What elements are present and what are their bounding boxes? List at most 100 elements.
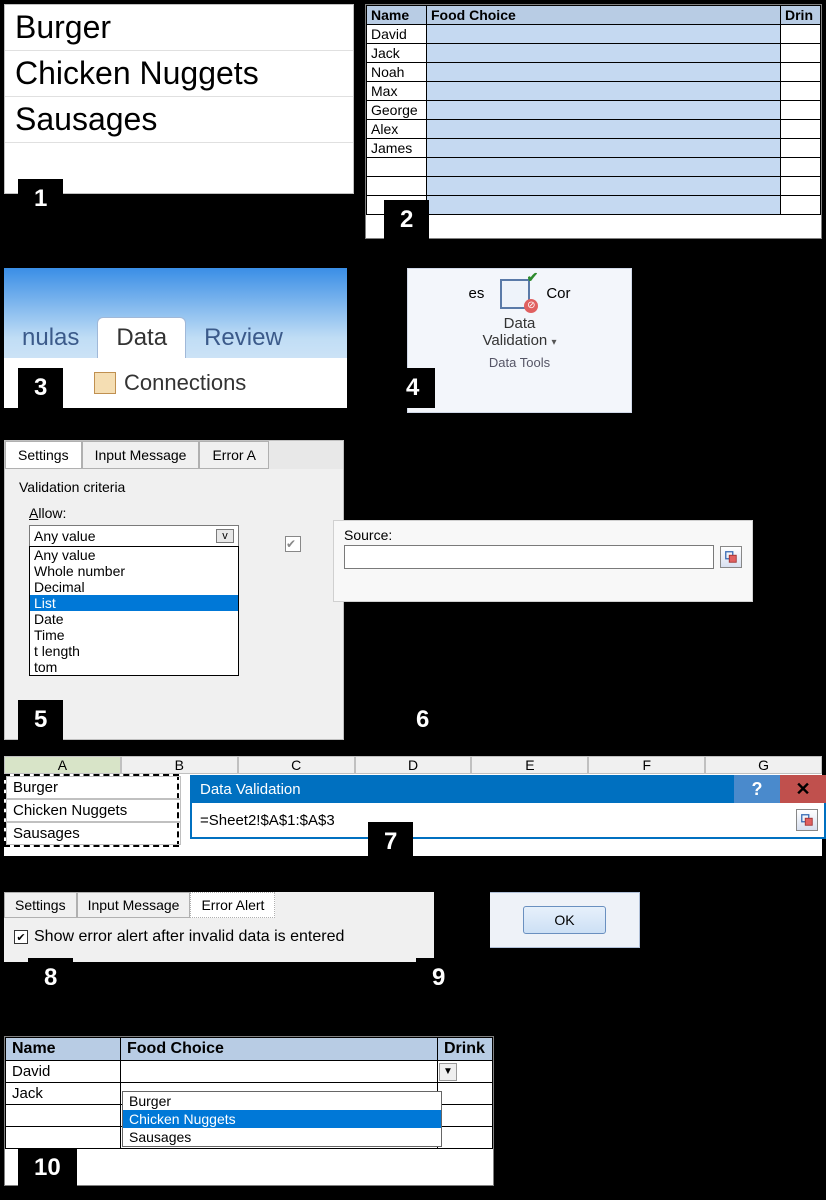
checkbox-ignore-blank[interactable] xyxy=(285,536,301,552)
option-custom[interactable]: tom xyxy=(30,659,238,675)
option-time[interactable]: Time xyxy=(30,627,238,643)
col-drink[interactable]: Drink xyxy=(438,1038,493,1061)
tab-input-message[interactable]: Input Message xyxy=(82,441,200,469)
cell-food[interactable] xyxy=(427,158,781,177)
col-name[interactable]: Name xyxy=(6,1038,121,1061)
chevron-down-icon[interactable]: v xyxy=(216,529,234,543)
cell-drink[interactable] xyxy=(781,82,821,101)
data-validation-icon[interactable]: ⊘ xyxy=(494,275,536,311)
cell-food[interactable] xyxy=(427,63,781,82)
col-name[interactable]: Name xyxy=(367,6,427,25)
option-whole-number[interactable]: Whole number xyxy=(30,563,238,579)
cell[interactable]: Chicken Nuggets xyxy=(6,799,181,822)
col-g[interactable]: G xyxy=(705,756,822,774)
option-burger[interactable]: Burger xyxy=(123,1092,441,1110)
tab-error-alert[interactable]: Error A xyxy=(199,441,269,469)
cell-drink[interactable] xyxy=(781,25,821,44)
cell-name[interactable]: David xyxy=(367,25,427,44)
formula-input[interactable] xyxy=(198,811,796,830)
chevron-down-icon[interactable]: ▾ xyxy=(551,337,556,348)
col-e[interactable]: E xyxy=(471,756,588,774)
panel-error-alert-tab: Settings Input Message Error Alert ✔ Sho… xyxy=(4,892,434,962)
cell-drink[interactable] xyxy=(781,196,821,215)
tab-settings[interactable]: Settings xyxy=(4,892,77,918)
tab-data[interactable]: Data xyxy=(97,317,186,358)
col-food[interactable]: Food Choice xyxy=(121,1038,438,1061)
cell-food[interactable] xyxy=(427,101,781,120)
range-select-button[interactable] xyxy=(720,546,742,568)
cell-name[interactable] xyxy=(367,158,427,177)
cell-drink[interactable] xyxy=(781,63,821,82)
step-label-1: 1 xyxy=(18,179,63,219)
tab-review[interactable]: Review xyxy=(186,318,301,358)
option-date[interactable]: Date xyxy=(30,611,238,627)
cell-food[interactable] xyxy=(427,44,781,63)
close-button[interactable]: ✕ xyxy=(780,775,826,803)
option-text-length[interactable]: t length xyxy=(30,643,238,659)
col-food[interactable]: Food Choice xyxy=(427,6,781,25)
cell-food-active[interactable]: ▼ xyxy=(121,1061,438,1083)
cell-food[interactable] xyxy=(427,82,781,101)
source-input[interactable] xyxy=(344,545,714,569)
cell[interactable] xyxy=(6,1127,121,1149)
option-chicken-nuggets[interactable]: Chicken Nuggets xyxy=(123,1110,441,1128)
allow-select[interactable]: Any value v xyxy=(29,525,239,547)
cell[interactable]: Sausages xyxy=(6,822,181,845)
cell[interactable]: Burger xyxy=(6,776,181,799)
cell-name[interactable]: James xyxy=(367,139,427,158)
checkbox-show-error[interactable]: ✔ xyxy=(14,930,28,944)
tab-formulas[interactable]: nulas xyxy=(4,318,97,358)
cell-name[interactable]: Jack xyxy=(6,1083,121,1105)
cell-name[interactable]: Noah xyxy=(367,63,427,82)
dropdown-arrow-icon[interactable]: ▼ xyxy=(439,1063,457,1081)
cell-food[interactable] xyxy=(427,139,781,158)
dialog-titlebar[interactable]: Data Validation ? ✕ xyxy=(190,775,826,803)
help-button[interactable]: ? xyxy=(734,775,780,803)
ok-button[interactable]: OK xyxy=(523,906,605,934)
cell-name[interactable]: Jack xyxy=(367,44,427,63)
dv-label-line2: Validation xyxy=(483,332,548,349)
option-any-value[interactable]: Any value xyxy=(30,547,238,563)
cell[interactable] xyxy=(438,1105,493,1127)
col-f[interactable]: F xyxy=(588,756,705,774)
panel-ok-button: OK xyxy=(490,892,640,948)
cell-drink[interactable] xyxy=(781,177,821,196)
allow-listbox[interactable]: Any value Whole number Decimal List Date… xyxy=(29,546,239,676)
cell-name[interactable] xyxy=(367,177,427,196)
data-validation-collapsed: Data Validation ? ✕ xyxy=(190,775,826,841)
data-validation-button[interactable]: Data Validation ▾ xyxy=(408,315,631,349)
cell-drink[interactable] xyxy=(781,120,821,139)
option-sausages[interactable]: Sausages xyxy=(123,1128,441,1146)
tab-settings[interactable]: Settings xyxy=(5,441,82,469)
panel-source-input: Source: xyxy=(333,520,753,602)
col-b[interactable]: B xyxy=(121,756,238,774)
cell-drink[interactable] xyxy=(781,44,821,63)
cell-food[interactable] xyxy=(427,177,781,196)
cell-name[interactable]: Alex xyxy=(367,120,427,139)
col-a[interactable]: A xyxy=(4,756,121,774)
cell-drink[interactable] xyxy=(781,101,821,120)
cell-food[interactable] xyxy=(427,25,781,44)
cell[interactable] xyxy=(6,1105,121,1127)
cell-drink[interactable] xyxy=(781,158,821,177)
cell-name[interactable]: Max xyxy=(367,82,427,101)
allow-label: Allow: xyxy=(29,505,329,521)
cell-food[interactable] xyxy=(427,120,781,139)
cell-name[interactable]: George xyxy=(367,101,427,120)
cell-food[interactable] xyxy=(427,196,781,215)
cell-drink[interactable] xyxy=(781,139,821,158)
col-d[interactable]: D xyxy=(355,756,472,774)
col-c[interactable]: C xyxy=(238,756,355,774)
tab-input-message[interactable]: Input Message xyxy=(77,892,191,918)
option-decimal[interactable]: Decimal xyxy=(30,579,238,595)
cell-drink[interactable] xyxy=(438,1083,493,1105)
option-list[interactable]: List xyxy=(30,595,238,611)
selected-range[interactable]: Burger Chicken Nuggets Sausages xyxy=(4,774,179,847)
cell[interactable] xyxy=(438,1127,493,1149)
food-dropdown[interactable]: Burger Chicken Nuggets Sausages xyxy=(122,1091,442,1147)
tab-error-alert[interactable]: Error Alert xyxy=(190,892,275,918)
cell-name[interactable]: David xyxy=(6,1061,121,1083)
col-drink[interactable]: Drin xyxy=(781,6,821,25)
names-table[interactable]: Name Food Choice Drin David Jack Noah Ma… xyxy=(366,5,821,215)
range-expand-button[interactable] xyxy=(796,809,818,831)
